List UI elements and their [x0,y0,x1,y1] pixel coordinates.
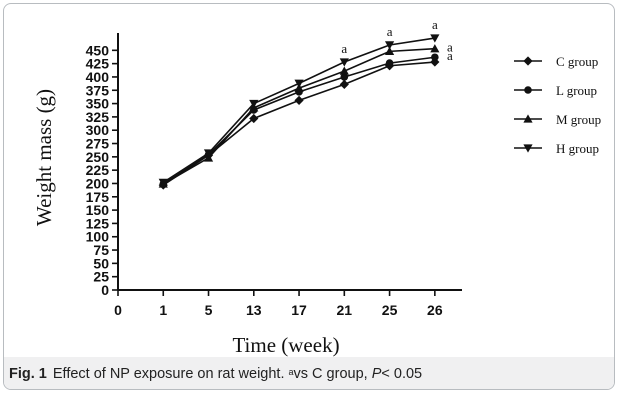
x-axis-title: Time (week) [232,333,339,357]
y-axis-title: Weight mass (g) [32,89,56,226]
x-tick-label: 13 [246,302,262,318]
legend-label-m-group: M group [556,112,601,127]
y-tick-label: 175 [86,189,110,205]
series-c-group [158,57,440,190]
y-tick-label: 0 [101,282,109,298]
legend-marker-c-group [523,56,533,66]
line-chart: 0255075100125150175200225250275300325350… [32,17,601,357]
data-point-m-group [339,66,349,75]
caption-vs: vs C group, [293,366,368,382]
data-point-l-group [340,73,349,81]
x-tick-label: 26 [427,302,443,318]
legend-marker-m-group [523,114,533,123]
y-tick-label: 125 [86,215,110,231]
data-point-h-group [430,34,440,43]
chart-legend: C group L group M group H group [514,54,601,156]
significance-label: a [432,17,438,32]
y-tick-label: 50 [93,255,109,271]
legend-label-c-group: C group [556,54,598,69]
caption-threshold: < 0.05 [381,366,423,382]
data-point-l-group [431,53,439,62]
y-tick-label: 350 [86,96,110,112]
significance-label: a [341,41,347,56]
data-point-c-group [249,113,259,124]
series-line-m-group [162,47,435,185]
y-tick-label: 300 [86,122,110,138]
y-tick-label: 425 [86,56,110,72]
y-tick-label: 250 [86,149,110,165]
legend-marker-h-group [523,144,533,153]
series-line-l-group [162,56,435,185]
y-tick-label: 275 [86,136,110,152]
data-point-h-group [249,99,259,109]
data-point-m-group [430,44,440,53]
y-tick-label: 325 [86,109,110,125]
caption-text: Effect of NP exposure on rat weight. [52,366,285,382]
x-tick-label: 0 [114,302,122,318]
x-tick-label: 1 [159,302,167,318]
y-tick-label: 75 [93,242,109,258]
legend-label-l-group: L group [556,83,597,98]
figure-caption: Fig. 1 Effect of NP exposure on rat weigh… [9,362,422,386]
data-point-h-group [158,178,168,188]
legend-marker-l-group [524,86,532,94]
data-point-h-group [384,41,395,50]
caption-p: P [371,366,382,382]
y-tick-label: 100 [86,229,110,245]
caption-label: Fig. 1 [9,366,47,382]
significance-label: a [387,24,393,39]
caption-superscript: a [288,367,294,377]
data-point-c-group [339,79,349,90]
y-tick-label: 400 [86,69,110,85]
x-tick-label: 21 [337,302,353,318]
data-point-h-group [294,79,304,88]
legend-label-h-group: H group [556,141,599,156]
y-tick-label: 25 [93,269,109,285]
y-tick-label: 450 [86,42,110,58]
series-h-group [158,34,440,188]
chart-series [158,34,440,190]
significance-label: a [447,48,453,63]
y-tick-label: 200 [86,175,110,191]
y-tick-label: 225 [86,162,110,178]
caption-band [4,357,614,389]
chart-axes: 0255075100125150175200225250275300325350… [86,33,462,318]
data-point-l-group [385,59,394,67]
y-tick-label: 150 [86,202,110,218]
x-tick-label: 17 [291,302,307,318]
data-point-h-group [339,58,349,67]
x-tick-label: 25 [382,302,398,318]
figure-frame [3,3,615,390]
series-l-group [159,53,439,188]
data-point-h-group [203,149,214,158]
y-tick-label: 375 [86,82,110,98]
x-tick-label: 5 [205,302,213,318]
data-point-c-group [294,95,304,105]
significance-label: a [447,40,453,55]
data-point-m-group [384,46,395,56]
chart-annotations: aa aaa [341,17,453,63]
